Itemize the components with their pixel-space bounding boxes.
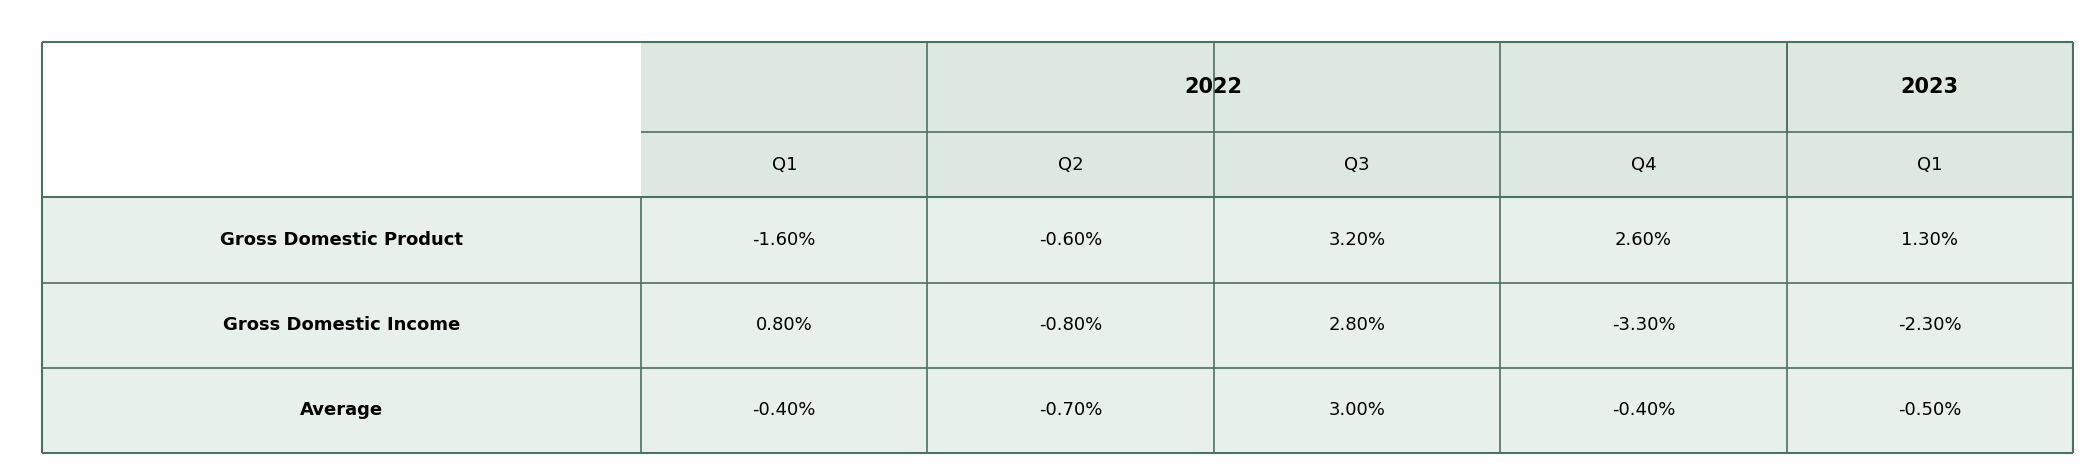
Bar (42, 132, 641, 197)
Text: -1.60%: -1.60% (752, 231, 817, 249)
Bar (1786, 42, 2073, 132)
Text: -0.60%: -0.60% (1039, 231, 1101, 249)
Bar (1215, 197, 1499, 283)
Text: Gross Domestic Product: Gross Domestic Product (220, 231, 463, 249)
Bar (1786, 368, 2073, 453)
Text: -3.30%: -3.30% (1612, 316, 1675, 334)
Bar (928, 197, 1215, 283)
Text: 1.30%: 1.30% (1901, 231, 1958, 249)
Text: Q3: Q3 (1344, 156, 1369, 174)
Bar (1215, 368, 1499, 453)
Text: Q1: Q1 (1918, 156, 1943, 174)
Bar (1499, 132, 1786, 197)
Text: -0.40%: -0.40% (752, 402, 817, 420)
Bar (1215, 132, 1499, 197)
Text: Gross Domestic Income: Gross Domestic Income (222, 316, 461, 334)
Text: 2.80%: 2.80% (1328, 316, 1386, 334)
Bar (1499, 283, 1786, 368)
Bar (641, 42, 1786, 132)
Bar (928, 368, 1215, 453)
Text: -0.70%: -0.70% (1039, 402, 1101, 420)
Text: Average: Average (299, 402, 383, 420)
Text: 3.20%: 3.20% (1328, 231, 1386, 249)
Bar (42, 368, 641, 453)
Text: 2023: 2023 (1901, 77, 1958, 97)
Bar (1499, 368, 1786, 453)
Bar (641, 368, 928, 453)
Text: 2022: 2022 (1185, 77, 1244, 97)
Bar (928, 132, 1215, 197)
Bar (42, 42, 641, 132)
Text: -0.50%: -0.50% (1897, 402, 1962, 420)
Bar (42, 283, 641, 368)
Text: -0.40%: -0.40% (1612, 402, 1675, 420)
Text: 3.00%: 3.00% (1328, 402, 1386, 420)
Bar (641, 197, 928, 283)
Bar (641, 283, 928, 368)
Bar (42, 197, 641, 283)
Bar (1786, 283, 2073, 368)
Text: Q4: Q4 (1631, 156, 1656, 174)
Text: Q2: Q2 (1057, 156, 1083, 174)
Bar (1499, 197, 1786, 283)
Text: -0.80%: -0.80% (1039, 316, 1101, 334)
Bar (1786, 197, 2073, 283)
Bar (1215, 283, 1499, 368)
Text: -2.30%: -2.30% (1897, 316, 1962, 334)
Text: Q1: Q1 (771, 156, 798, 174)
Bar (641, 132, 928, 197)
Text: 2.60%: 2.60% (1614, 231, 1671, 249)
Text: 0.80%: 0.80% (756, 316, 812, 334)
Bar (1786, 132, 2073, 197)
Bar (928, 283, 1215, 368)
